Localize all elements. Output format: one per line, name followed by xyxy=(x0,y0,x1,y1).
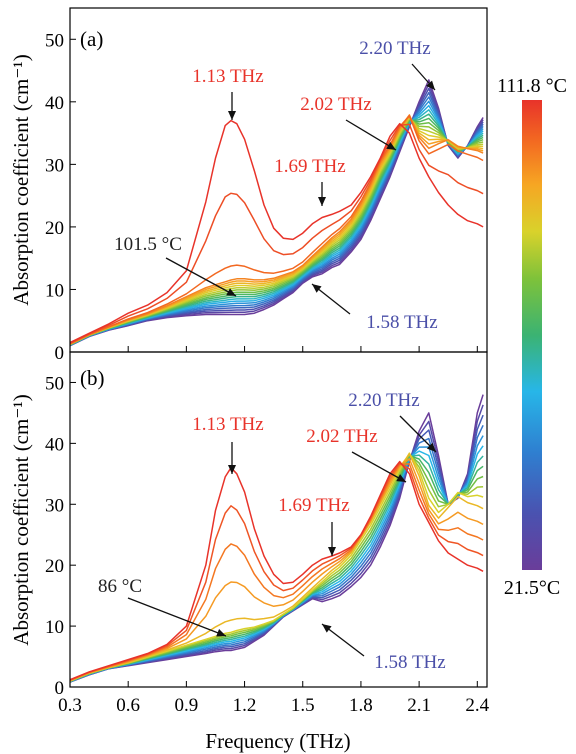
series-line xyxy=(69,100,484,346)
annotation-label: 2.02 THz xyxy=(300,94,371,115)
annotation-label: 2.02 THz xyxy=(306,426,377,447)
panel-b: 1.13 THz 1.69 THz 2.02 THz 2.20 THz 1.58 THz… xyxy=(9,351,490,716)
y-tick-label: 10 xyxy=(45,617,64,638)
y-tick-label: 50 xyxy=(45,30,64,51)
y-tick-label: 20 xyxy=(45,556,64,577)
annotation-label: 1.13 THz xyxy=(192,66,263,87)
y-tick-label: 40 xyxy=(45,93,64,114)
annotations-a: 1.13 THz 1.69 THz 2.02 THz 2.20 THz 1.58 THz… xyxy=(114,38,438,333)
series-line xyxy=(69,115,484,345)
series-line xyxy=(69,453,484,682)
arrowhead xyxy=(318,197,326,206)
x-tick-label: 1.8 xyxy=(349,695,373,716)
x-axis-label: Frequency (THz) xyxy=(205,729,350,753)
y-tick-label: 40 xyxy=(45,434,64,455)
series-line xyxy=(69,116,484,345)
x-tick-label: 1.2 xyxy=(233,695,257,716)
y-tick-label: 0 xyxy=(55,678,65,699)
colorbar-top-label: 111.8 °C xyxy=(497,75,567,97)
series-line xyxy=(69,83,484,347)
x-tick-label: 2.4 xyxy=(465,695,489,716)
arrowhead xyxy=(216,629,226,637)
annotation-arrow xyxy=(345,119,397,151)
annotation-arrow xyxy=(127,597,227,637)
series-line xyxy=(69,91,484,347)
y-tick-label: 30 xyxy=(45,155,64,176)
annotation-label: 2.20 THz xyxy=(348,390,419,411)
annotation-label: 1.58 THz xyxy=(366,312,437,333)
arrowhead xyxy=(426,442,436,452)
series-line xyxy=(69,104,484,346)
series-group-a xyxy=(69,79,484,347)
annotations-b: 1.13 THz 1.69 THz 2.02 THz 2.20 THz 1.58 THz… xyxy=(98,390,446,673)
series-line xyxy=(69,79,484,347)
y-axis-label-b: Absorption coefficient (cm⁻¹) xyxy=(9,394,33,645)
series-line xyxy=(69,119,484,344)
arrowhead xyxy=(396,474,406,482)
x-tick-label: 2.1 xyxy=(407,695,431,716)
colorbar-gradient xyxy=(522,100,542,570)
annotation-arrow xyxy=(165,257,237,297)
series-line xyxy=(69,117,484,346)
arrowhead xyxy=(322,624,332,633)
y-axis-label-a: Absorption coefficient (cm⁻¹) xyxy=(9,54,33,305)
colorbar: 111.8 °C 21.5°C xyxy=(497,75,567,599)
arrowhead xyxy=(228,111,236,120)
annotation-label: 1.69 THz xyxy=(274,156,345,177)
annotation-label: 1.69 THz xyxy=(278,495,349,516)
series-line xyxy=(69,463,484,681)
series-line xyxy=(69,109,484,346)
annotation-arrow xyxy=(351,451,407,483)
series-line xyxy=(69,113,484,346)
series-line xyxy=(69,414,484,683)
plot-frame-b xyxy=(69,351,488,688)
annotation-label: 1.13 THz xyxy=(192,414,263,435)
series-line xyxy=(69,452,484,682)
axis-ticks-b: 0 10 20 30 40 50 0.3 0.6 0.9 1.2 1.5 1.8 2.1 2.4 xyxy=(45,373,490,716)
panel-a: 1.13 THz 1.69 THz 2.02 THz 2.20 THz 1.58 THz… xyxy=(9,7,488,364)
annotation-label: 2.20 THz xyxy=(359,38,430,59)
series-line xyxy=(69,118,484,346)
series-line xyxy=(69,96,484,346)
series-line xyxy=(69,460,484,681)
x-tick-label: 0.6 xyxy=(116,695,140,716)
y-tick-label: 10 xyxy=(45,280,64,301)
annotation-label: 1.58 THz xyxy=(374,652,445,673)
series-line xyxy=(69,115,484,345)
series-line xyxy=(69,114,484,345)
series-line xyxy=(69,114,484,345)
arrowhead xyxy=(228,465,236,474)
y-tick-label: 0 xyxy=(55,343,65,364)
axis-ticks-a: 0 10 20 30 40 50 xyxy=(45,30,478,364)
series-line xyxy=(69,117,484,346)
panel-label-a: (a) xyxy=(80,27,103,51)
arrowhead xyxy=(386,141,396,150)
y-tick-label: 50 xyxy=(45,373,64,394)
colorbar-bottom-label: 21.5°C xyxy=(504,577,560,599)
arrowhead xyxy=(226,288,236,296)
series-line xyxy=(69,458,484,682)
y-tick-label: 20 xyxy=(45,218,64,239)
x-tick-label: 0.9 xyxy=(174,695,198,716)
series-group-b xyxy=(69,394,484,683)
arrowhead xyxy=(426,80,435,90)
arrowhead xyxy=(328,547,336,556)
series-line xyxy=(69,117,484,346)
panel-label-b: (b) xyxy=(80,366,105,390)
annotation-label: 86 °C xyxy=(98,576,142,597)
arrowhead xyxy=(312,284,322,293)
series-line xyxy=(69,424,484,683)
series-line xyxy=(69,87,484,347)
y-tick-label: 30 xyxy=(45,495,64,516)
x-tick-label: 1.5 xyxy=(291,695,315,716)
annotation-label: 101.5 °C xyxy=(114,234,182,255)
x-tick-label: 0.3 xyxy=(58,695,82,716)
series-line xyxy=(69,123,484,344)
